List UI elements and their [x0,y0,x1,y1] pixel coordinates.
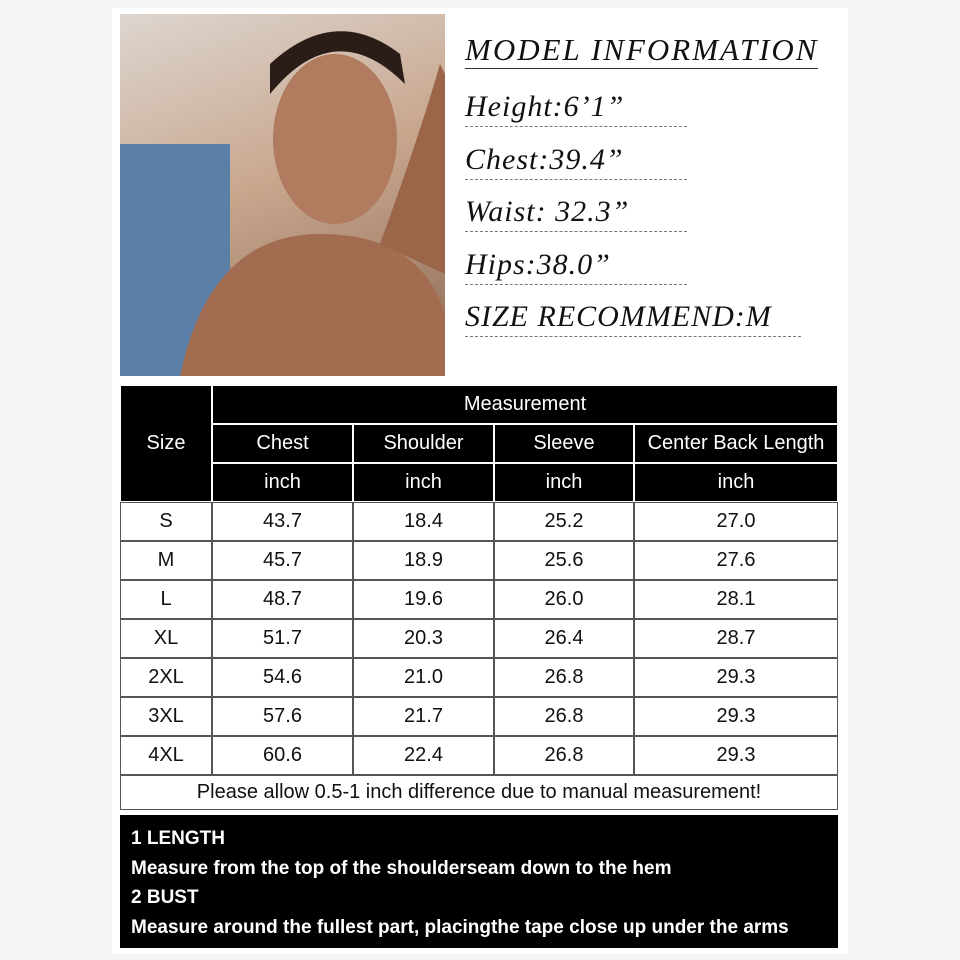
size-cell: L [120,580,212,619]
table-cell: 26.8 [494,697,634,736]
instruction-line: Measure around the fullest part, placing… [131,916,789,938]
table-cell: 54.6 [212,658,353,697]
table-cell: 29.3 [634,658,838,697]
table-cell: 27.6 [634,541,838,580]
column-header: Chest [212,424,353,463]
model-info-line: Chest:39.4” [465,143,687,180]
column-header: Sleeve [494,424,634,463]
table-cell: 28.7 [634,619,838,658]
table-cell: 25.2 [494,502,634,541]
hair [270,31,405,94]
size-cell: S [120,502,212,541]
size-header: Size [120,385,212,502]
table-cell: 22.4 [353,736,494,775]
torso [180,234,445,376]
instructions-box [120,815,838,948]
model-info-line: Waist: 32.3” [465,195,687,232]
instruction-line: 1 LENGTH [131,828,225,849]
size-cell: 2XL [120,658,212,697]
table-cell: 51.7 [212,619,353,658]
table-cell: 25.6 [494,541,634,580]
photo-illustration [120,31,445,376]
face [273,54,397,224]
table-cell: 29.3 [634,697,838,736]
table-cell: 43.7 [212,502,353,541]
table-cell: 45.7 [212,541,353,580]
unit-header: inch [494,463,634,502]
size-cell: 4XL [120,736,212,775]
model-photo [120,14,445,376]
table-cell: 19.6 [353,580,494,619]
table-cell: 26.0 [494,580,634,619]
table-cell: 60.6 [212,736,353,775]
size-cell: M [120,541,212,580]
table-cell: 26.8 [494,658,634,697]
table-cell: 21.0 [353,658,494,697]
model-info-title: MODEL INFORMATION [465,32,819,69]
table-cell: 29.3 [634,736,838,775]
instruction-line: Measure from the top of the shoulderseam… [131,857,672,879]
table-cell: 18.9 [353,541,494,580]
size-cell: 3XL [120,697,212,736]
unit-header: inch [634,463,838,502]
arm [380,64,445,274]
table-cell: 26.4 [494,619,634,658]
unit-header: inch [353,463,494,502]
table-cell: 21.7 [353,697,494,736]
table-note: Please allow 0.5-1 inch difference due t… [120,775,838,810]
table-cell: 28.1 [634,580,838,619]
table-cell: 48.7 [212,580,353,619]
column-header: Center Back Length [634,424,838,463]
table-cell: 26.8 [494,736,634,775]
instruction-line: 2 BUST [131,887,199,908]
table-cell: 57.6 [212,697,353,736]
size-cell: XL [120,619,212,658]
table-cell: 27.0 [634,502,838,541]
model-info-line: Hips:38.0” [465,248,687,285]
table-cell: 20.3 [353,619,494,658]
unit-header: inch [212,463,353,502]
column-header: Shoulder [353,424,494,463]
group-header: Measurement [212,385,838,424]
table-cell: 18.4 [353,502,494,541]
model-info-line: SIZE RECOMMEND:M [465,300,801,337]
model-info-line: Height:6’1” [465,90,687,127]
